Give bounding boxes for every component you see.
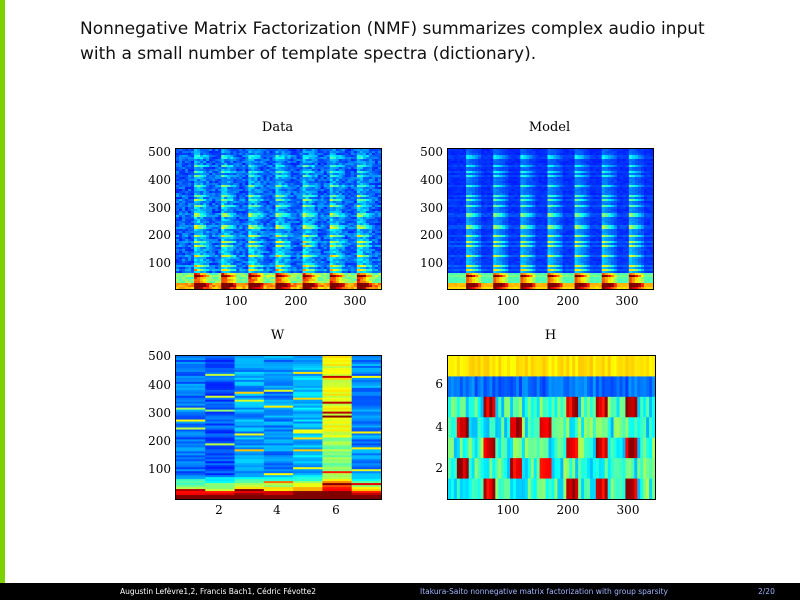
model-spectrogram <box>447 148 654 290</box>
footer-page-number: 2/20 <box>758 587 775 596</box>
slide-title-line-1: Nonnegative Matrix Factorization (NMF) s… <box>80 19 705 39</box>
footer-authors: Augustin Lefèvre1,2, Francis Bach1, Cédr… <box>120 587 317 596</box>
data-plot-title: Data <box>261 120 294 135</box>
h-xtick: 100 <box>496 503 520 517</box>
w-ytick: 400 <box>148 378 171 392</box>
slide-title-line-2: with a small number of template spectra … <box>80 44 537 64</box>
h-xtick: 300 <box>616 503 640 517</box>
w-dictionary-heatmap <box>175 355 382 500</box>
slide-title: Nonnegative Matrix Factorization (NMF) s… <box>80 17 780 67</box>
model-xtick: 100 <box>496 294 520 308</box>
data-ytick: 500 <box>148 145 171 159</box>
accent-bar <box>0 0 5 583</box>
h-ytick: 4 <box>435 420 443 434</box>
model-xtick: 300 <box>615 294 639 308</box>
model-xtick: 200 <box>556 294 580 308</box>
h-ytick: 6 <box>435 377 443 391</box>
w-xtick: 4 <box>273 503 281 517</box>
model-ytick: 300 <box>420 201 443 215</box>
w-ytick: 200 <box>148 434 171 448</box>
data-ytick: 100 <box>148 256 171 270</box>
w-xtick: 6 <box>332 503 340 517</box>
w-ytick: 500 <box>148 349 171 363</box>
model-ytick: 100 <box>420 256 443 270</box>
data-ytick: 300 <box>148 201 171 215</box>
h-xtick: 200 <box>556 503 580 517</box>
h-plot-title: H <box>544 328 557 343</box>
data-ytick: 200 <box>148 228 171 242</box>
w-ytick: 100 <box>148 462 171 476</box>
footer-talk-title: Itakura-Saito nonnegative matrix factori… <box>420 587 668 596</box>
data-xtick: 300 <box>343 294 367 308</box>
data-xtick: 100 <box>224 294 248 308</box>
w-ytick: 300 <box>148 406 171 420</box>
slide-footer: Augustin Lefèvre1,2, Francis Bach1, Cédr… <box>0 583 800 600</box>
h-activation-heatmap <box>447 355 656 500</box>
model-ytick: 500 <box>420 145 443 159</box>
w-plot-title: W <box>270 328 285 343</box>
model-ytick: 200 <box>420 228 443 242</box>
data-ytick: 400 <box>148 173 171 187</box>
w-xtick: 2 <box>215 503 223 517</box>
data-xtick: 200 <box>284 294 308 308</box>
h-ytick: 2 <box>435 461 443 475</box>
data-spectrogram <box>175 148 382 290</box>
model-ytick: 400 <box>420 173 443 187</box>
model-plot-title: Model <box>528 120 571 135</box>
